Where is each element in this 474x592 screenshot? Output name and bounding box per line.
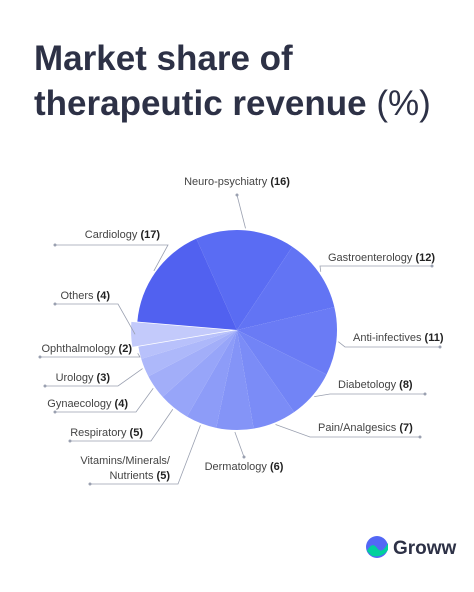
slice-label: Gastroenterology (12) [328,251,435,266]
pie-slice [196,229,293,330]
category-label: Ophthalmology [41,343,116,355]
category-label: Urology [55,372,94,384]
logo [366,536,388,558]
category-label: Neuro-psychiatry [184,176,268,188]
category-label: Vitamins/Minerals/ Nutrients [80,455,170,482]
category-label: Gastroenterology [328,252,413,264]
slice-label: Urology (3) [56,371,110,386]
category-label: Diabetology [338,379,397,391]
slice-label: Gynaecology (4) [47,397,128,412]
value-label: (5) [129,427,143,439]
value-label: (6) [269,461,284,473]
category-label: Cardiology [84,229,138,241]
leader-dot [38,355,42,359]
leader-line [338,341,440,348]
leader-line [55,387,154,413]
slice-label: Cardiology (17) [85,228,160,243]
value-label: (16) [270,176,290,188]
category-label: Dermatology [204,461,267,473]
chart-title: Market share of therapeutic revenue (%) [34,36,454,126]
value-label: (5) [156,470,170,482]
slice-label: Anti-infectives (11) [353,331,444,346]
slice-label: Neuro-psychiatry (16) [137,175,337,190]
brand: Groww [393,538,457,559]
value-label: (11) [424,332,444,344]
slice-label: Others (4) [60,289,110,304]
value-label: (17) [140,229,160,241]
slice-label: Vitamins/Minerals/ Nutrients (5) [70,454,170,484]
leader-line [55,244,169,272]
leader-line [45,368,143,387]
pie-slice [237,246,335,330]
leader-line [40,353,141,358]
pie-slice [216,330,254,430]
pie-slice [162,330,237,417]
pie-slice [237,330,295,429]
leader-line [275,424,420,438]
pie-slice [137,238,237,330]
pie-slice [237,330,327,413]
pie-slice [148,330,237,397]
category-label: Anti-infectives [353,332,422,344]
leader-dot [242,455,246,459]
leader-dot [53,243,57,247]
category-label: Gynaecology [47,398,112,410]
pie-slice [141,330,237,377]
leader-dot [423,392,427,396]
value-label: (2) [118,343,132,355]
leader-line [55,303,136,335]
leader-line [236,194,246,229]
value-label: (8) [399,379,413,391]
title: Market share of therapeutic revenue [34,39,367,123]
value-label: (3) [96,372,110,384]
leader-line [90,425,201,485]
leader-dot [43,384,47,388]
leader-dot [88,482,92,486]
category-label: Respiratory [70,427,127,439]
slice-label: Dermatology (6) [144,460,344,475]
title-unit: (%) [376,84,431,123]
value-label: (7) [399,422,413,434]
leader-dot [68,439,72,443]
leader-dot [418,435,422,439]
category-label: Others [60,290,94,302]
leader-line [234,431,245,458]
leader-line [70,409,174,442]
pie-slice [131,321,232,347]
category-label: Pain/Analgesics [318,422,397,434]
leader-line [319,265,432,272]
slice-label: Diabetology (8) [338,378,413,393]
slice-label: Ophthalmology (2) [41,342,132,357]
pie-slice [138,330,237,359]
leader-dot [53,410,57,414]
pie-slice [187,330,237,428]
value-label: (12) [415,252,436,264]
leader-dot [53,302,57,306]
slice-label: Respiratory (5) [70,426,143,441]
pie-slice [237,307,337,375]
leader-dot [438,345,442,349]
value-label: (4) [114,398,128,410]
value-label: (4) [96,290,110,302]
leader-dot [430,264,434,268]
leader-line [314,393,425,398]
slice-label: Pain/Analgesics (7) [318,421,413,436]
leader-dot [235,193,239,197]
